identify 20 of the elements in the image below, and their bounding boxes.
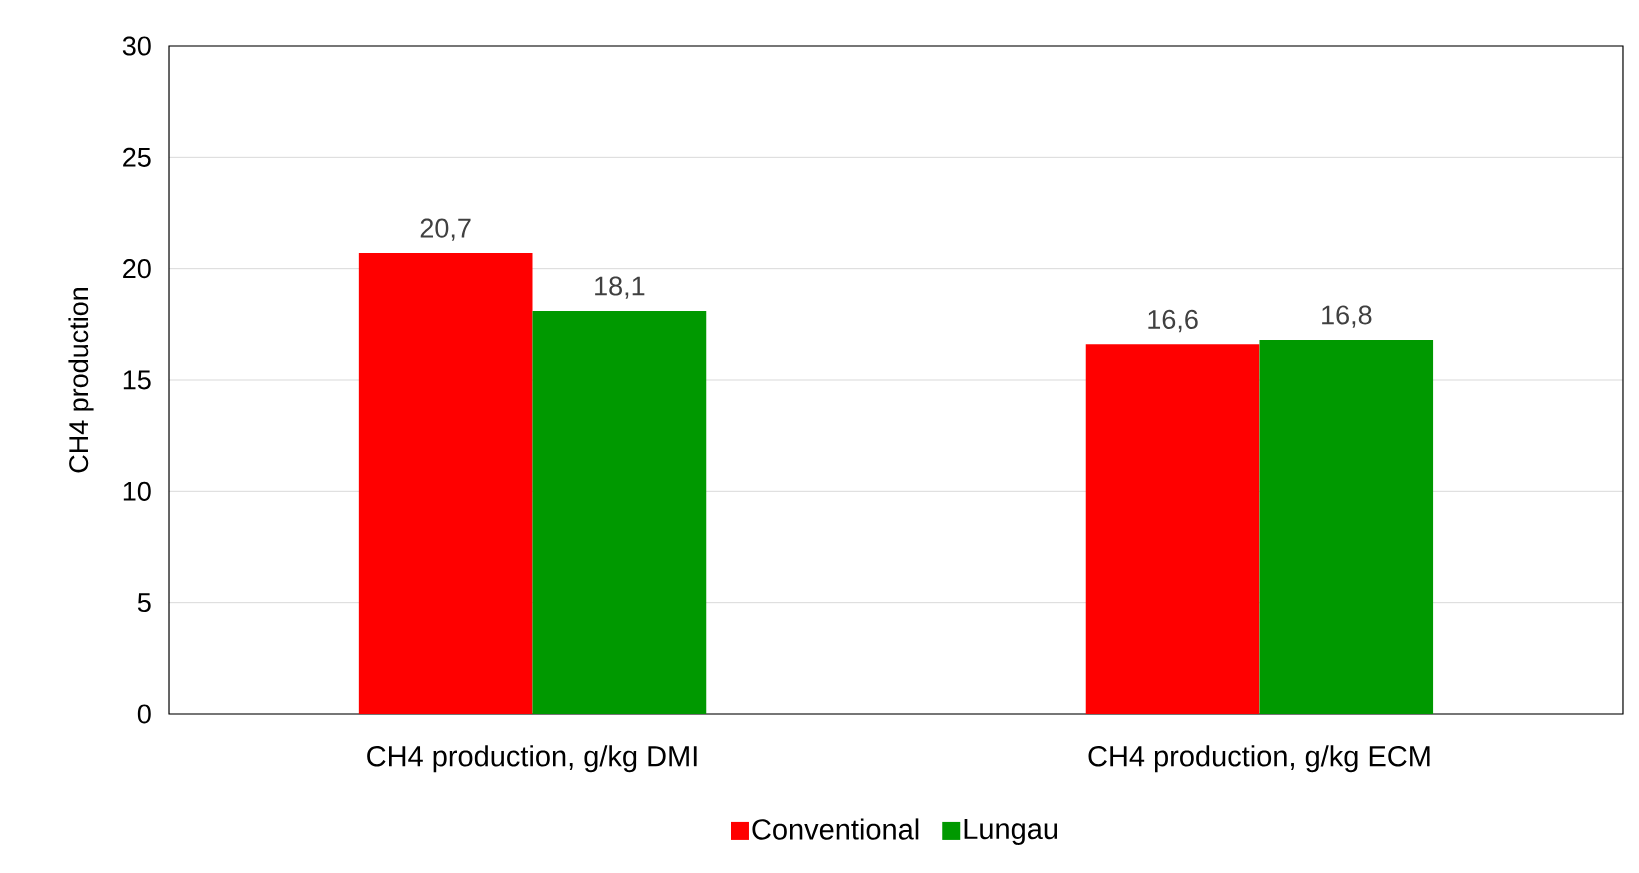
y-tick-label: 10 bbox=[123, 481, 151, 501]
y-tick-label: 30 bbox=[122, 36, 151, 56]
y-axis-title: CH4 production bbox=[68, 288, 94, 473]
bar bbox=[358, 253, 533, 714]
legend-label: Conventional bbox=[752, 818, 919, 840]
data-label: 16,6 bbox=[1148, 309, 1198, 333]
bar bbox=[1085, 344, 1260, 714]
x-tick-label: CH4 production, g/kg ECM bbox=[1088, 745, 1430, 773]
data-label: 16,8 bbox=[1322, 305, 1372, 328]
y-tick-label: 15 bbox=[123, 370, 151, 390]
y-tick-label: 20 bbox=[123, 259, 151, 279]
y-tick-label: 5 bbox=[137, 593, 151, 613]
data-label: 18,1 bbox=[595, 276, 645, 299]
x-tick-label: CH4 production, g/kg DMI bbox=[367, 745, 697, 773]
y-tick-label: 0 bbox=[137, 704, 151, 724]
y-tick-label: 25 bbox=[123, 147, 151, 167]
data-label: 20,7 bbox=[420, 218, 471, 241]
bar bbox=[1259, 339, 1434, 714]
legend-label: Lungau bbox=[964, 818, 1058, 845]
bar bbox=[532, 310, 707, 714]
